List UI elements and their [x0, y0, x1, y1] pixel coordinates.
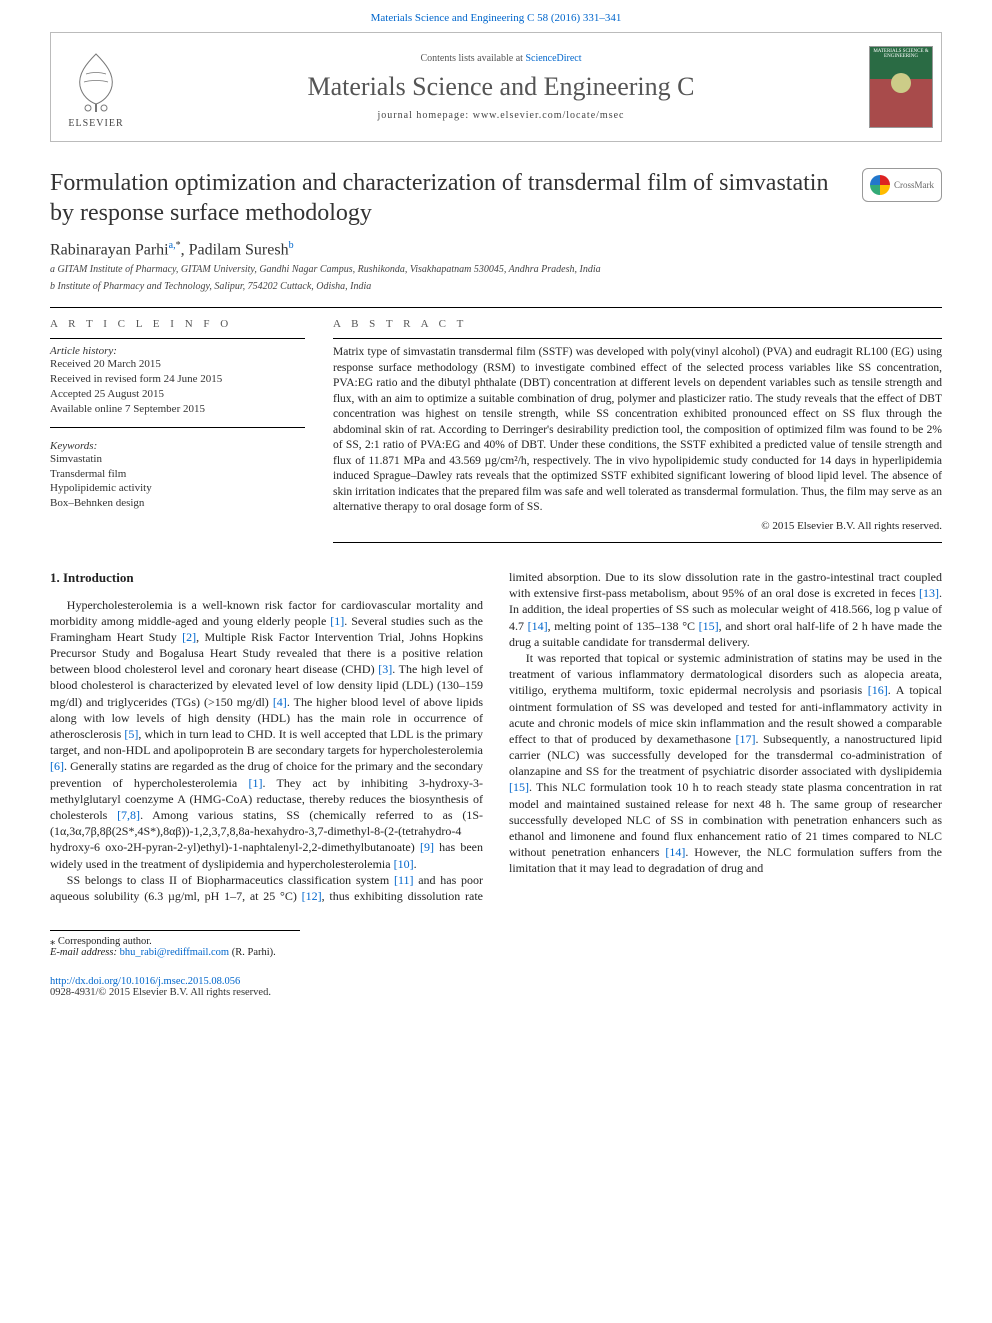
- crossmark-label: CrossMark: [894, 180, 934, 190]
- journal-homepage-line: journal homepage: www.elsevier.com/locat…: [378, 110, 625, 121]
- info-rule: [50, 338, 305, 339]
- author-2-affil-sup[interactable]: b: [289, 240, 294, 251]
- elsevier-tree-icon: [66, 46, 126, 116]
- homepage-prefix: journal homepage:: [378, 110, 473, 121]
- history-online: Available online 7 September 2015: [50, 402, 305, 417]
- corresponding-label: ⁎ Corresponding author.: [50, 935, 300, 947]
- keyword-1: Simvastatin: [50, 452, 305, 467]
- contents-lists-line: Contents lists available at ScienceDirec…: [420, 53, 581, 64]
- ref-5[interactable]: [5]: [124, 727, 138, 741]
- sciencedirect-link[interactable]: ScienceDirect: [525, 53, 581, 64]
- crossmark-badge[interactable]: CrossMark: [862, 168, 942, 202]
- cover-image: MATERIALS SCIENCE & ENGINEERING: [869, 46, 933, 128]
- journal-cover-thumb: MATERIALS SCIENCE & ENGINEERING: [861, 33, 941, 141]
- text-span: SS belongs to class II of Biopharmaceuti…: [67, 873, 394, 887]
- history-revised: Received in revised form 24 June 2015: [50, 372, 305, 387]
- ref-16[interactable]: [16]: [868, 683, 888, 697]
- ref-14[interactable]: [14]: [528, 619, 548, 633]
- journal-header: ELSEVIER Contents lists available at Sci…: [50, 32, 942, 142]
- journal-citation-top[interactable]: Materials Science and Engineering C 58 (…: [0, 0, 992, 32]
- ref-12[interactable]: [12]: [302, 889, 322, 903]
- intro-para-1: Hypercholesterolemia is a well-known ris…: [50, 597, 483, 872]
- email-line: E-mail address: bhu_rabi@rediffmail.com …: [50, 947, 300, 958]
- section-rule: [50, 307, 942, 308]
- history-label: Article history:: [50, 345, 305, 357]
- text-span: , melting point of 135–138 °C: [548, 619, 699, 633]
- ref-6[interactable]: [6]: [50, 759, 64, 773]
- author-1-affil-sup[interactable]: a,: [169, 240, 176, 251]
- keyword-4: Box–Behnken design: [50, 496, 305, 511]
- doi-link[interactable]: http://dx.doi.org/10.1016/j.msec.2015.08…: [50, 976, 240, 987]
- homepage-url[interactable]: www.elsevier.com/locate/msec: [473, 110, 625, 121]
- ref-3[interactable]: [3]: [378, 662, 392, 676]
- email-suffix: (R. Parhi).: [229, 947, 276, 958]
- author-list: Rabinarayan Parhia,*, Padilam Sureshb: [50, 240, 942, 259]
- abstract-block: A B S T R A C T Matrix type of simvastat…: [333, 318, 942, 543]
- keyword-3: Hypolipidemic activity: [50, 481, 305, 496]
- ref-7-8[interactable]: [7,8]: [117, 808, 140, 822]
- section-1-heading: 1. Introduction: [50, 569, 483, 587]
- ref-17[interactable]: [17]: [736, 732, 756, 746]
- journal-citation-link[interactable]: Materials Science and Engineering C 58 (…: [371, 12, 622, 24]
- history-accepted: Accepted 25 August 2015: [50, 387, 305, 402]
- journal-title: Materials Science and Engineering C: [308, 72, 695, 102]
- ref-15b[interactable]: [15]: [509, 780, 529, 794]
- email-label: E-mail address:: [50, 947, 120, 958]
- abstract-rule: [333, 338, 942, 339]
- crossmark-icon: [870, 175, 890, 195]
- kw-rule: [50, 427, 305, 428]
- author-2-name[interactable]: Padilam Suresh: [189, 241, 289, 258]
- body-two-column: 1. Introduction Hypercholesterolemia is …: [50, 569, 942, 904]
- contents-prefix: Contents lists available at: [420, 53, 525, 64]
- ref-11[interactable]: [11]: [394, 873, 414, 887]
- history-received: Received 20 March 2015: [50, 357, 305, 372]
- cover-graphic-icon: [891, 73, 911, 93]
- ref-15[interactable]: [15]: [699, 619, 719, 633]
- abstract-bottom-rule: [333, 542, 942, 543]
- keyword-2: Transdermal film: [50, 467, 305, 482]
- abstract-text: Matrix type of simvastatin transdermal f…: [333, 345, 942, 516]
- elsevier-logo: ELSEVIER: [51, 33, 141, 141]
- ref-4[interactable]: [4]: [273, 695, 287, 709]
- affiliation-b: b Institute of Pharmacy and Technology, …: [50, 280, 942, 293]
- ref-1[interactable]: [1]: [330, 614, 344, 628]
- text-span: .: [414, 857, 417, 871]
- abstract-copyright: © 2015 Elsevier B.V. All rights reserved…: [333, 520, 942, 532]
- article-info-heading: A R T I C L E I N F O: [50, 318, 305, 330]
- elsevier-brand-text: ELSEVIER: [68, 118, 123, 129]
- author-1-name[interactable]: Rabinarayan Parhi: [50, 241, 169, 258]
- footer-block: http://dx.doi.org/10.1016/j.msec.2015.08…: [50, 976, 942, 998]
- issn-copyright: 0928-4931/© 2015 Elsevier B.V. All right…: [50, 987, 942, 998]
- ref-13[interactable]: [13]: [919, 586, 939, 600]
- ref-2[interactable]: [2]: [182, 630, 196, 644]
- article-title: Formulation optimization and characteriz…: [50, 168, 848, 228]
- affiliation-a: a GITAM Institute of Pharmacy, GITAM Uni…: [50, 263, 942, 276]
- ref-1b[interactable]: [1]: [248, 776, 262, 790]
- ref-14b[interactable]: [14]: [665, 845, 685, 859]
- abstract-heading: A B S T R A C T: [333, 318, 942, 330]
- keywords-label: Keywords:: [50, 440, 305, 452]
- cover-text: MATERIALS SCIENCE & ENGINEERING: [872, 49, 930, 59]
- corresponding-author-footnote: ⁎ Corresponding author. E-mail address: …: [50, 930, 300, 958]
- author-email[interactable]: bhu_rabi@rediffmail.com: [120, 947, 230, 958]
- article-info-block: A R T I C L E I N F O Article history: R…: [50, 318, 305, 543]
- intro-para-3: It was reported that topical or systemic…: [509, 650, 942, 877]
- ref-9[interactable]: [9]: [420, 840, 434, 854]
- header-center: Contents lists available at ScienceDirec…: [141, 33, 861, 141]
- ref-10[interactable]: [10]: [394, 857, 414, 871]
- author-separator: ,: [181, 241, 189, 258]
